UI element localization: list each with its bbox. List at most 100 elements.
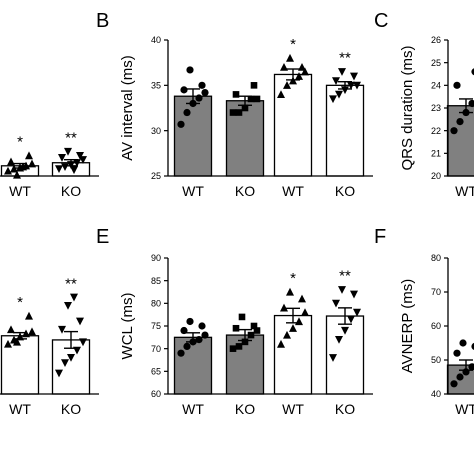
y-tick-label: 25 <box>151 171 161 181</box>
data-point <box>289 324 297 332</box>
chart-f-partial: WT 40 50 60 70 80 AVNERP (ms) <box>399 253 474 417</box>
data-point <box>55 165 63 174</box>
y-axis-title: QRS duration (ms) <box>399 45 416 170</box>
bar <box>273 73 313 177</box>
data-point <box>250 82 258 89</box>
data-point <box>450 380 458 388</box>
data-point <box>189 338 197 346</box>
data-point <box>280 63 288 71</box>
data-point <box>329 95 337 104</box>
significance-marker: * <box>17 134 23 151</box>
data-point <box>229 345 237 352</box>
data-point <box>295 72 303 80</box>
data-point <box>201 88 209 97</box>
y-tick-label: 26 <box>431 35 441 45</box>
data-point <box>286 53 294 62</box>
data-point <box>58 154 66 162</box>
data-point <box>335 336 343 344</box>
category-label: KO <box>61 183 81 199</box>
data-point <box>67 354 75 362</box>
panel-letter-b: B <box>96 10 109 32</box>
data-point <box>456 118 464 126</box>
data-point <box>347 315 355 324</box>
data-point <box>201 331 209 339</box>
data-point <box>67 161 75 169</box>
category-label: WT <box>9 401 31 417</box>
data-point <box>64 302 72 310</box>
data-point <box>58 325 66 334</box>
data-point <box>25 151 33 160</box>
data-point <box>335 90 343 99</box>
data-point <box>183 108 191 117</box>
y-tick-label: 90 <box>151 253 161 263</box>
data-point <box>28 327 36 336</box>
data-point <box>250 322 258 330</box>
y-tick-label: 65 <box>151 367 161 377</box>
y-tick-label: 22 <box>431 126 441 136</box>
data-point <box>180 86 188 94</box>
data-point <box>4 166 12 175</box>
y-tick-label: 23 <box>431 103 441 113</box>
data-point <box>301 308 309 316</box>
y-tick-label: 24 <box>431 81 441 91</box>
y-tick-label: 60 <box>151 389 161 399</box>
data-point <box>73 346 81 355</box>
significance-marker: * <box>290 270 296 287</box>
data-point <box>450 127 458 135</box>
significance-marker: ** <box>65 130 77 147</box>
data-point <box>229 109 237 116</box>
bar <box>173 95 213 177</box>
category-label: WT <box>182 401 204 417</box>
data-point <box>332 299 340 308</box>
data-point <box>177 349 185 357</box>
data-point <box>453 81 461 89</box>
y-axis-title: AV interval (ms) <box>119 55 136 161</box>
y-tick-label: 75 <box>151 321 161 331</box>
data-point <box>25 311 33 320</box>
data-point <box>253 327 261 334</box>
data-point <box>241 104 249 112</box>
data-point <box>10 164 18 173</box>
data-point <box>471 342 474 350</box>
data-point <box>277 90 285 98</box>
data-point <box>347 81 355 90</box>
data-point <box>70 166 78 175</box>
y-tick-label: 40 <box>151 35 161 45</box>
data-point <box>180 326 188 335</box>
data-point <box>462 108 470 117</box>
data-point <box>4 339 12 348</box>
bar <box>446 105 474 177</box>
chart-e: WT KO WT * KO ** 60 65 70 75 80 85 90 WCL (ms) <box>119 253 373 417</box>
data-point <box>19 162 27 171</box>
chart-c-partial: WT 20 21 22 23 24 25 26 QRS duration (ms) <box>399 35 474 199</box>
data-point <box>22 329 30 338</box>
significance-marker: * <box>290 36 296 53</box>
y-tick-label: 21 <box>431 149 441 159</box>
data-point <box>456 373 464 381</box>
category-label: KO <box>235 401 255 417</box>
data-point <box>73 159 81 167</box>
data-point <box>195 94 203 102</box>
significance-marker: ** <box>65 275 77 292</box>
y-tick-label: 50 <box>431 355 441 365</box>
significance-marker: * <box>17 294 23 311</box>
data-point <box>235 109 243 116</box>
data-point <box>79 156 87 164</box>
data-point <box>247 331 255 339</box>
category-label: WT <box>9 183 31 199</box>
data-point <box>13 337 21 346</box>
data-point <box>468 363 474 371</box>
data-point <box>295 317 303 326</box>
category-label: WT <box>282 183 304 199</box>
data-point <box>195 336 203 344</box>
category-label: WT <box>455 401 474 417</box>
data-point <box>7 325 15 334</box>
category-label: KO <box>335 401 355 417</box>
data-point <box>329 354 337 362</box>
data-point <box>289 76 297 85</box>
data-point <box>186 317 194 326</box>
data-point <box>16 332 24 341</box>
data-point <box>350 290 358 299</box>
